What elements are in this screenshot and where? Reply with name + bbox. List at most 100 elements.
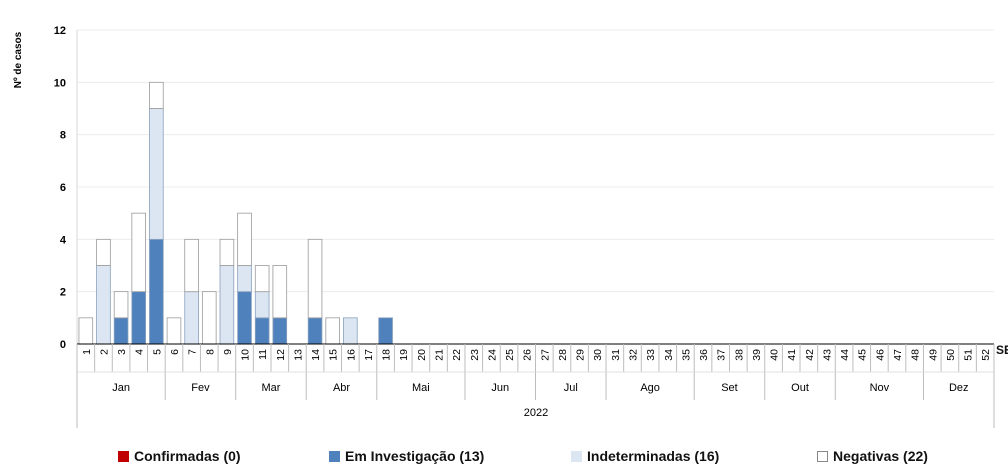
bar-segment (113, 291, 129, 319)
week-label: 10 (240, 349, 252, 361)
week-label: 44 (839, 349, 851, 361)
week-label: 21 (434, 349, 446, 361)
month-label: Set (721, 382, 738, 394)
week-label: 30 (592, 349, 604, 361)
legend: Confirmadas (0) Em Investigação (13) Ind… (0, 448, 1008, 468)
bar-segment (96, 265, 111, 345)
month-label: Jan (112, 382, 130, 394)
month-label: Fev (191, 382, 210, 394)
y-tick-label: 2 (60, 287, 66, 299)
week-label: 26 (522, 349, 534, 361)
bar-segment (307, 238, 323, 319)
week-label: 33 (645, 349, 657, 361)
bar-segment (254, 265, 270, 293)
week-label: 35 (680, 349, 692, 361)
y-tick-label: 4 (60, 234, 67, 246)
bar-segment (149, 81, 164, 109)
bar-segment (237, 265, 252, 293)
legend-item-indeterminadas: Indeterminadas (16) (571, 448, 719, 464)
week-label: 34 (663, 349, 675, 361)
legend-label: Em Investigação (13) (345, 448, 485, 464)
week-label: 20 (416, 349, 428, 361)
month-label: Ago (640, 382, 660, 394)
legend-label: Confirmadas (0) (134, 448, 241, 464)
week-label: 6 (169, 349, 181, 355)
legend-label: Negativas (22) (833, 448, 928, 464)
week-label: 19 (398, 349, 410, 361)
legend-swatch (329, 450, 340, 462)
week-label: 27 (539, 349, 551, 361)
week-label: 31 (610, 349, 622, 361)
bar-segment (149, 108, 164, 240)
bar-segment (307, 317, 323, 345)
week-label: 17 (363, 349, 375, 361)
month-label: Dez (949, 382, 969, 394)
week-label: 16 (345, 349, 357, 361)
bar-segment (184, 291, 199, 345)
week-label: 36 (698, 349, 710, 361)
bar-segment (149, 238, 164, 345)
legend-swatch (118, 450, 129, 462)
month-label: Out (791, 382, 809, 394)
week-label: 14 (310, 349, 322, 361)
week-label: 51 (963, 349, 975, 361)
week-label: 37 (716, 349, 728, 361)
bar-segment (166, 317, 182, 345)
week-label: 7 (187, 349, 199, 355)
bars (78, 81, 393, 345)
bar-segment (131, 291, 146, 345)
week-label: 8 (204, 349, 216, 355)
month-label: Jun (491, 382, 509, 394)
week-label: 45 (857, 349, 869, 361)
week-label: 11 (257, 349, 269, 360)
bar-segment (378, 317, 393, 345)
year-label: 2022 (524, 407, 548, 419)
bar-segment (219, 265, 235, 345)
week-label: 47 (892, 349, 904, 361)
bar-segment (237, 291, 252, 345)
bar-segment (113, 317, 129, 345)
week-label: 23 (469, 349, 481, 361)
bar-segment (254, 291, 270, 319)
bar-segment (272, 317, 288, 345)
week-label: 28 (557, 349, 569, 361)
bar-segment (131, 212, 146, 293)
month-label: Nov (870, 382, 890, 394)
legend-item-confirmadas: Confirmadas (0) (118, 448, 241, 464)
week-label: 3 (116, 349, 128, 355)
y-tick-label: 0 (60, 339, 66, 351)
week-label: 25 (504, 349, 516, 361)
week-label: 32 (627, 349, 639, 361)
week-label: 43 (821, 349, 833, 361)
week-label: 5 (151, 349, 163, 355)
week-label: 24 (486, 349, 498, 361)
week-label: 38 (733, 349, 745, 361)
week-label: 39 (751, 349, 763, 361)
bar-segment (219, 238, 235, 266)
month-label: Jul (564, 382, 578, 394)
week-label: 1 (81, 349, 93, 355)
bar-segment (96, 238, 111, 266)
legend-swatch (817, 450, 828, 462)
bar-segment (201, 291, 217, 345)
bar-segment (78, 317, 94, 345)
bar-segment (343, 317, 358, 345)
gridlines (77, 29, 994, 293)
month-label: Mai (412, 382, 430, 394)
week-label: 41 (786, 349, 798, 361)
month-label: Mar (262, 382, 281, 394)
bar-segment (184, 238, 199, 293)
y-axis-label: Nº de casos (13, 31, 24, 88)
week-label: 22 (451, 349, 463, 361)
y-tick-label: 6 (60, 182, 66, 194)
week-label: 50 (945, 349, 957, 361)
y-tick-label: 12 (54, 25, 66, 37)
week-label: 48 (910, 349, 922, 361)
y-tick-label: 8 (60, 130, 66, 142)
legend-label: Indeterminadas (16) (587, 448, 720, 464)
week-label: 29 (575, 349, 587, 361)
week-label: 18 (381, 349, 393, 361)
week-label: 52 (980, 349, 992, 361)
